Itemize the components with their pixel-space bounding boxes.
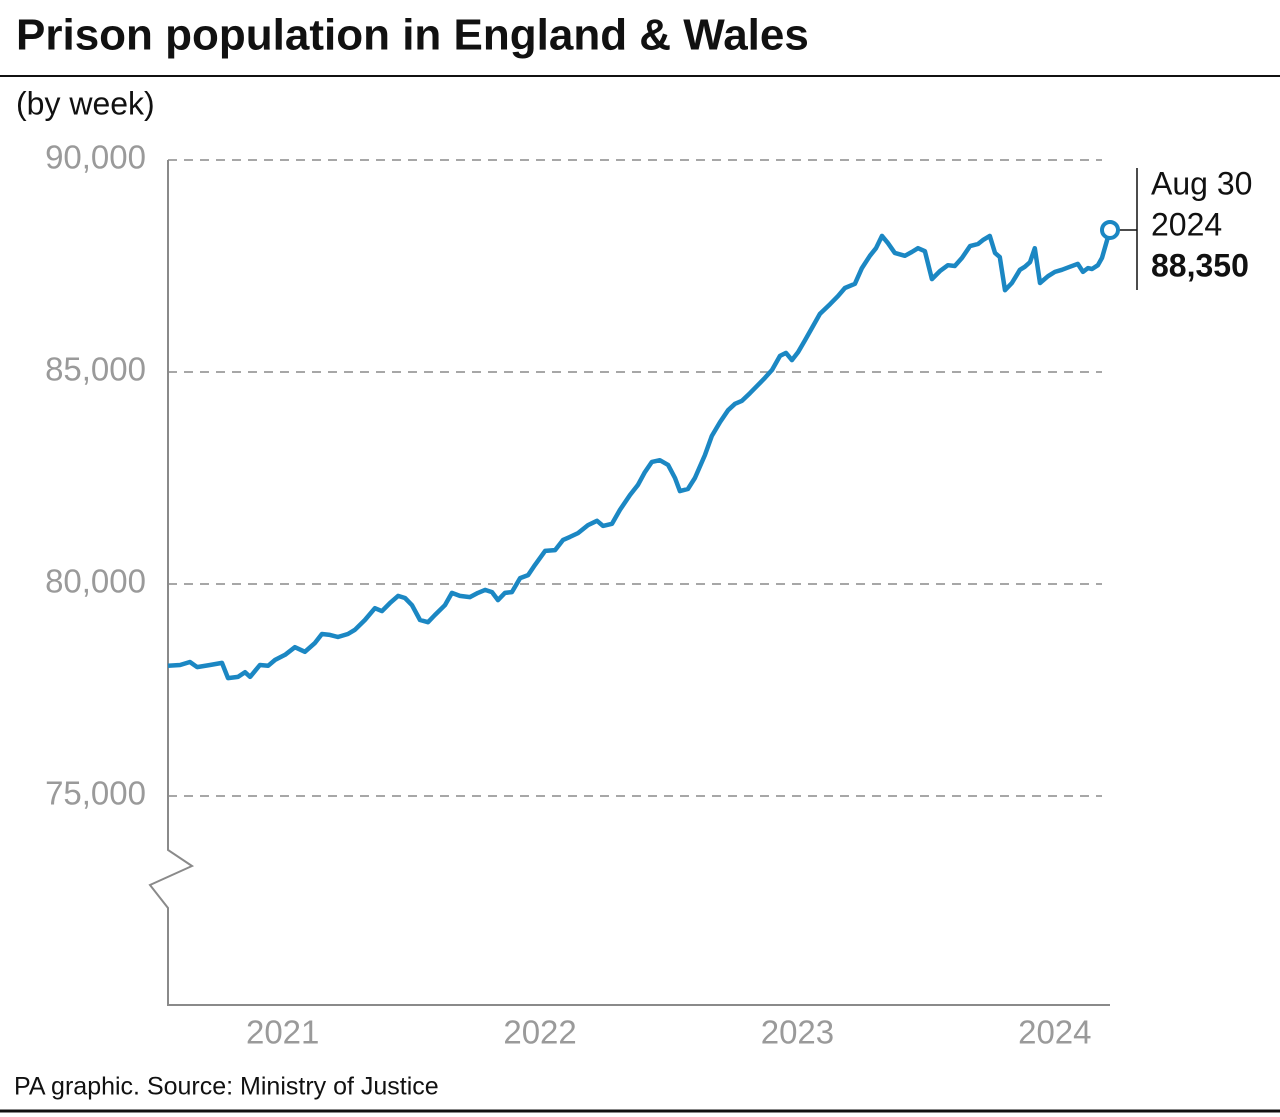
line	[167, 229, 1113, 681]
x-tick-label: 2022	[503, 1014, 576, 1051]
y-tick-label: 80,000	[45, 563, 146, 600]
source: PA graphic. Source: Ministry of Justice	[14, 1073, 439, 1101]
subtitle: (by week)	[16, 85, 155, 121]
chart-title: Prison population in England & Wales	[16, 11, 809, 60]
x-tick-label: 2021	[246, 1014, 319, 1051]
annotation-date: Aug 30	[1151, 165, 1252, 201]
x-tick-label: 2024	[1018, 1014, 1091, 1051]
y-tick-label: 75,000	[45, 775, 146, 812]
axis-line	[148, 160, 1110, 1006]
annotation-marker	[1100, 219, 1120, 240]
annotation-date: 2024	[1151, 206, 1222, 242]
y-tick-label: 85,000	[45, 351, 146, 388]
x-tick-label: 2023	[761, 1014, 834, 1051]
annotation-value: 88,350	[1151, 247, 1249, 283]
y-tick-label: 90,000	[45, 139, 146, 176]
